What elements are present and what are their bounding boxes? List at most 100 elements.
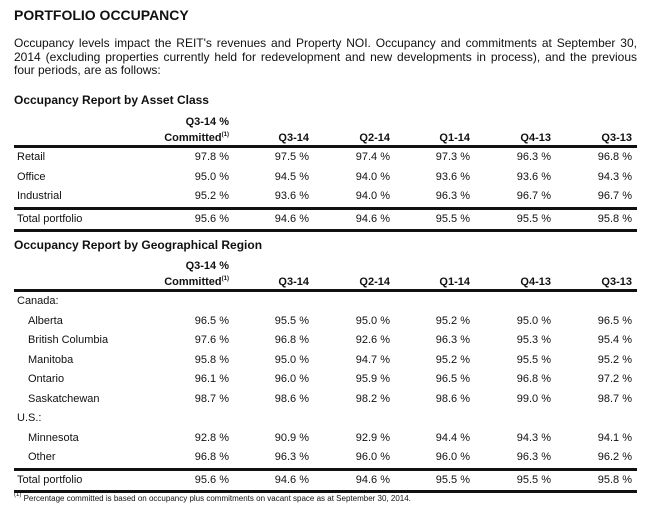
region-title: Occupancy Report by Geographical Region (14, 238, 263, 252)
table-row: Saskatchewan 98.7 % 98.6 % 98.2 % 98.6 % 99.0… (14, 390, 637, 410)
cell-value: 99.0 % (516, 392, 551, 405)
cell-value: 94.6 % (355, 473, 390, 486)
cell-value: 92.8 % (194, 431, 229, 444)
header-period: Q2-14 (359, 132, 390, 144)
group-label-row: Canada: (14, 292, 637, 312)
cell-value: 95.6 % (194, 473, 229, 486)
cell-value: 95.2 % (435, 314, 470, 327)
table-row: British Columbia 97.6 % 96.8 % 92.6 % 96.3 %… (14, 331, 637, 351)
header-period: Q4-13 (520, 276, 551, 288)
page-title: PORTFOLIO OCCUPANCY (14, 7, 189, 23)
cell-value: 98.7 % (194, 392, 229, 405)
row-label: Alberta (28, 314, 63, 327)
group-label-row: U.S.: (14, 409, 637, 429)
footnote-mark: (1) (221, 276, 229, 282)
cell-value: 98.2 % (355, 392, 390, 405)
table-row: Alberta 96.5 % 95.5 % 95.0 % 95.2 % 95.0 % 96.… (14, 312, 637, 332)
row-label: Total portfolio (17, 212, 83, 225)
committed-line1: Q3-14 % (185, 260, 229, 272)
cell-value: 90.9 % (274, 431, 309, 444)
row-label: Office (17, 170, 46, 183)
cell-value: 97.5 % (274, 151, 309, 163)
row-label: Saskatchewan (28, 392, 100, 405)
cell-value: 95.9 % (355, 373, 390, 385)
cell-value: 95.5 % (435, 473, 470, 486)
cell-value: 96.3 % (274, 451, 309, 463)
cell-value: 95.2 % (597, 353, 632, 366)
cell-value: 94.6 % (274, 212, 309, 225)
header-period: Q3-13 (601, 132, 632, 144)
header-period: Q3-13 (601, 276, 632, 288)
cell-value: 96.3 % (435, 190, 470, 202)
cell-value: 97.4 % (355, 151, 390, 163)
cell-value: 95.2 % (194, 190, 229, 202)
table-header: Q3-14 % Committed(1) Q3-14 Q2-14 Q1-14 Q4-13 Q… (14, 260, 637, 292)
cell-value: 97.2 % (597, 373, 632, 385)
header-period: Q3-14 (278, 132, 309, 144)
cell-value: 93.6 % (516, 170, 551, 183)
header-period: Q1-14 (439, 132, 470, 144)
cell-value: 96.8 % (274, 334, 309, 346)
cell-value: 95.5 % (435, 212, 470, 225)
header-period: Q1-14 (439, 276, 470, 288)
cell-value: 95.0 % (355, 314, 390, 327)
row-label: British Columbia (28, 334, 109, 346)
cell-value: 96.3 % (516, 151, 551, 163)
region-table: Q3-14 % Committed(1) Q3-14 Q2-14 Q1-14 Q4-13 Q… (14, 260, 637, 493)
cell-value: 95.5 % (274, 314, 309, 327)
row-label: Manitoba (28, 353, 74, 366)
cell-value: 96.3 % (516, 451, 551, 463)
cell-value: 95.0 % (194, 170, 229, 183)
cell-value: 96.7 % (516, 190, 551, 202)
cell-value: 96.0 % (355, 451, 390, 463)
cell-value: 94.3 % (597, 170, 632, 183)
cell-value: 94.0 % (355, 170, 390, 183)
cell-value: 96.0 % (274, 373, 309, 385)
cell-value: 96.3 % (435, 334, 470, 346)
table-row: Manitoba 95.8 % 95.0 % 94.7 % 95.2 % 95.5 % 95… (14, 351, 637, 371)
table-row: Office 95.0 % 94.5 % 94.0 % 93.6 % 93.6 % 94.3… (14, 168, 637, 188)
cell-value: 96.7 % (597, 190, 632, 202)
header-period: Q4-13 (520, 132, 551, 144)
table-row: Retail 97.8 % 97.5 % 97.4 % 97.3 % 96.3 % 96.8… (14, 148, 637, 168)
asset-class-table: Q3-14 % Committed(1) Q3-14 Q2-14 Q1-14 Q4-13 Q… (14, 116, 637, 232)
row-label: Industrial (17, 190, 62, 202)
row-label: Ontario (28, 373, 65, 385)
table-row: Other 96.8 % 96.3 % 96.0 % 96.0 % 96.3 % 96.2 … (14, 448, 637, 471)
cell-value: 96.5 % (194, 314, 229, 327)
cell-value: 94.0 % (355, 190, 390, 202)
cell-value: 93.6 % (274, 190, 309, 202)
committed-line2: Committed (164, 276, 222, 288)
cell-value: 95.0 % (516, 314, 551, 327)
cell-value: 96.2 % (597, 451, 632, 463)
cell-value: 98.6 % (274, 392, 309, 405)
cell-value: 93.6 % (435, 170, 470, 183)
cell-value: 95.4 % (597, 334, 632, 346)
row-label: Retail (17, 151, 46, 163)
header-period: Q2-14 (359, 276, 390, 288)
cell-value: 96.1 % (194, 373, 229, 385)
table-row: Minnesota 92.8 % 90.9 % 92.9 % 94.4 % 94.3 % 9… (14, 429, 637, 449)
cell-value: 98.7 % (597, 392, 632, 405)
footnote-mark: (1) (221, 132, 229, 138)
header-period: Q3-14 (278, 276, 309, 288)
cell-value: 96.0 % (435, 451, 470, 463)
committed-line1: Q3-14 % (185, 116, 229, 128)
group-label: Canada: (17, 295, 59, 307)
cell-value: 95.5 % (516, 353, 551, 366)
cell-value: 94.4 % (435, 431, 470, 444)
cell-value: 96.8 % (597, 151, 632, 163)
table-header: Q3-14 % Committed(1) Q3-14 Q2-14 Q1-14 Q4-13 Q… (14, 116, 637, 148)
cell-value: 94.6 % (274, 473, 309, 486)
cell-value: 95.8 % (597, 212, 632, 225)
group-label: U.S.: (17, 412, 42, 424)
cell-value: 94.6 % (355, 212, 390, 225)
header-committed: Q3-14 % Committed(1) (149, 116, 229, 145)
cell-value: 97.6 % (194, 334, 229, 346)
row-label: Total portfolio (17, 473, 83, 486)
asset-class-title: Occupancy Report by Asset Class (14, 93, 209, 107)
cell-value: 96.5 % (597, 314, 632, 327)
cell-value: 95.6 % (194, 212, 229, 225)
cell-value: 94.5 % (274, 170, 309, 183)
table-row: Industrial 95.2 % 93.6 % 94.0 % 96.3 % 96.7 %… (14, 187, 637, 210)
